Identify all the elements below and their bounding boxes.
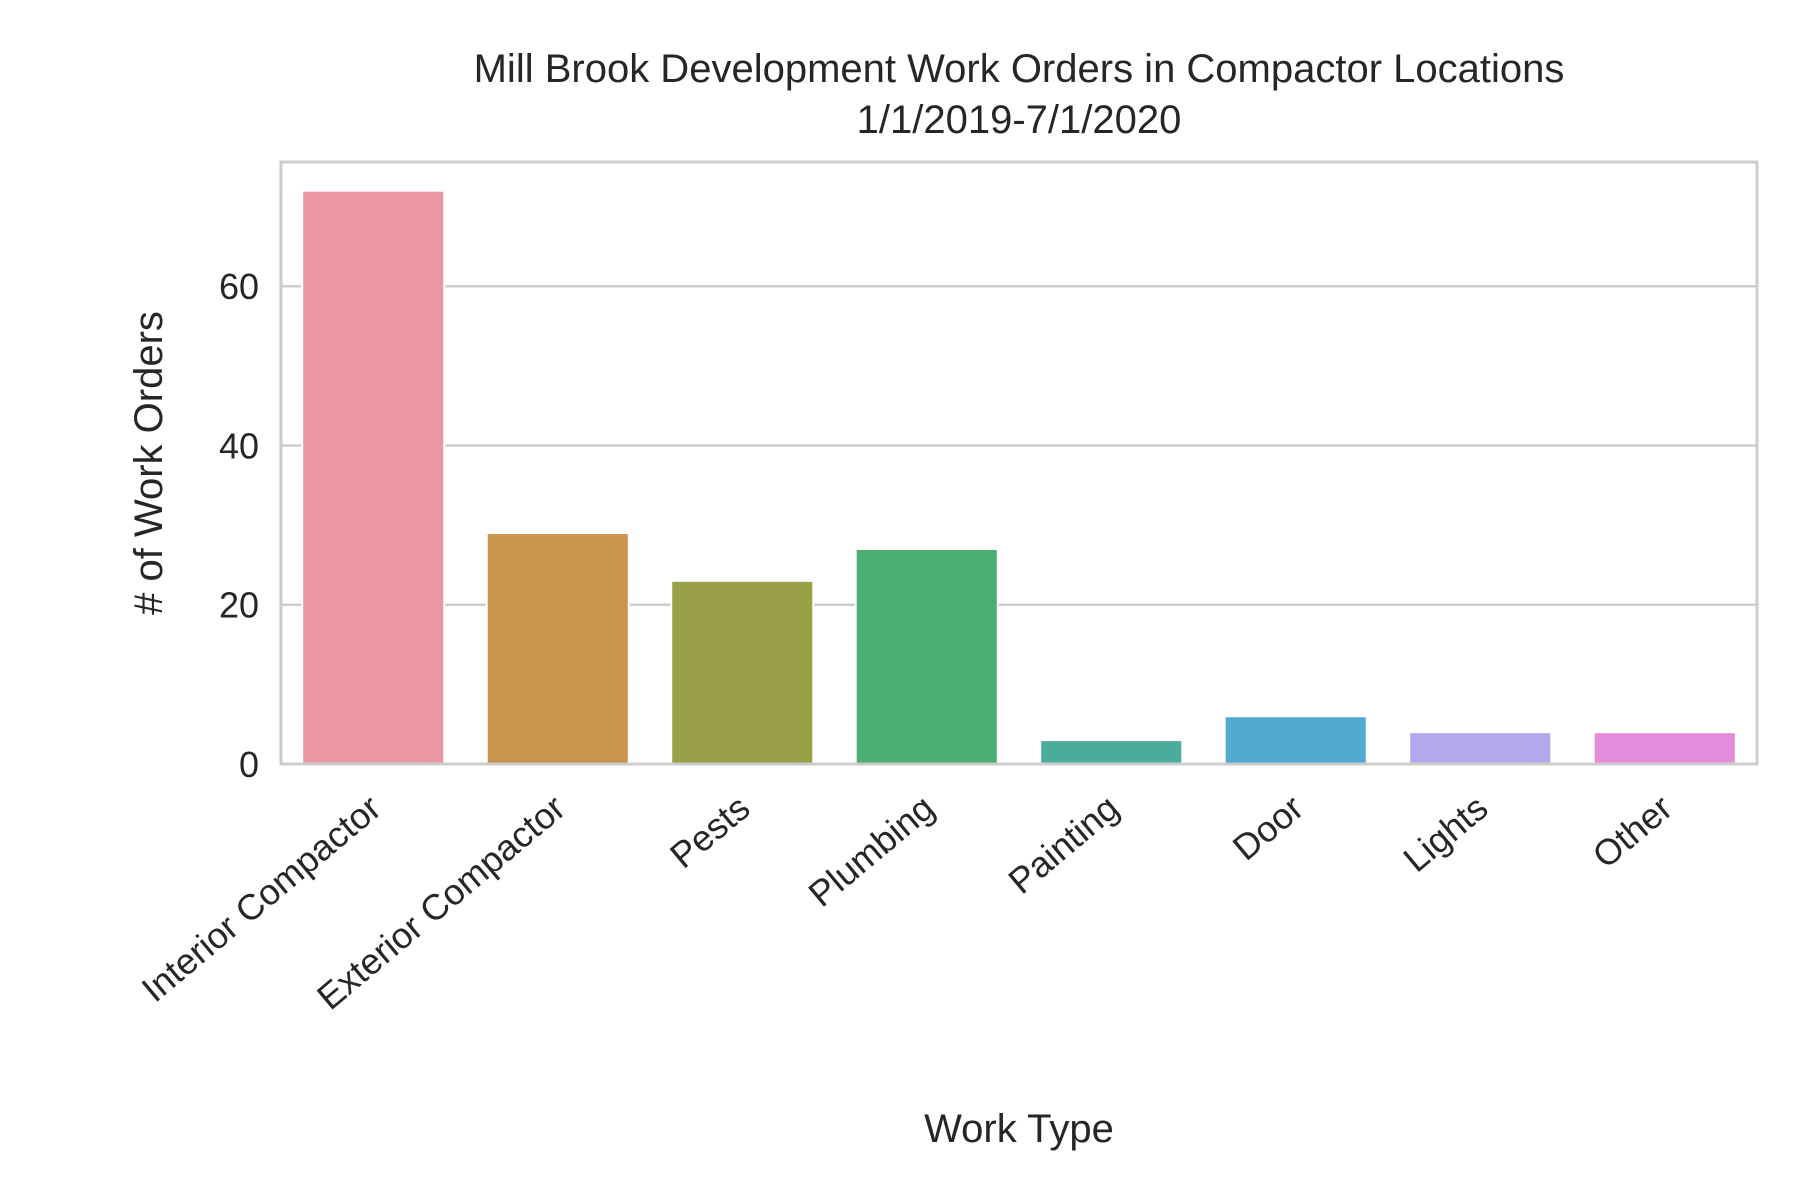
y-tick-label: 60 [219,266,259,307]
y-axis-label: # of Work Orders [127,311,171,615]
plot-frame [279,160,1759,766]
x-tick-label: Lights [1395,787,1495,880]
x-tick-label: Painting [1000,787,1126,902]
bar-lights [1408,731,1553,765]
bar-painting [1039,739,1184,765]
bar-exterior-compactor [485,532,630,766]
chart-subtitle: 1/1/2019-7/1/2020 [857,98,1182,142]
y-tick-label: 0 [239,744,259,785]
bar-other [1592,731,1737,765]
chart-title: Mill Brook Development Work Orders in Co… [474,47,1565,91]
bars [301,189,1737,766]
bar-plumbing [854,548,999,765]
bar-pests [670,579,815,766]
x-tick-label: Plumbing [801,787,942,915]
x-tick-label: Pests [662,787,757,876]
x-tick-label: Other [1585,787,1680,876]
y-tick-label: 20 [219,585,259,626]
x-axis-label: Work Type [924,1107,1114,1151]
bar-door [1223,715,1368,766]
bar-interior-compactor [301,189,446,765]
y-tick-labels: 0 20 40 60 [219,266,259,785]
y-tick-label: 40 [219,425,259,466]
x-tick-label: Door [1225,787,1311,869]
